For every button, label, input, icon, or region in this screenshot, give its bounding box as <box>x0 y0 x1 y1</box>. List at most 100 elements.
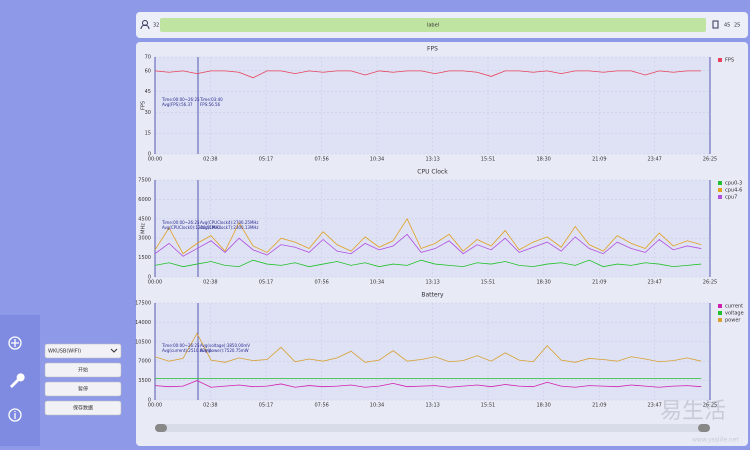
legend-label: cpu7 <box>725 195 737 201</box>
x-tick-label: 05:17 <box>259 157 273 163</box>
x-tick-label: 18:30 <box>536 403 550 409</box>
y-tick-label: 10500 <box>135 339 151 345</box>
save-icon[interactable] <box>712 20 719 29</box>
series-line <box>154 259 702 268</box>
x-tick-label: 10:34 <box>370 403 384 409</box>
user-icon <box>140 24 150 30</box>
x-tick-label: 00:00 <box>148 403 162 409</box>
x-tick-label: 26:25 <box>703 157 717 163</box>
x-tick-label: 21:09 <box>592 157 606 163</box>
watermark: 易生活 <box>660 399 726 424</box>
x-tick-label: 07:56 <box>314 403 328 409</box>
x-tick-label: 18:30 <box>536 157 550 163</box>
x-tick-label: 21:09 <box>592 403 606 409</box>
annotation: Time:03:40 <box>199 97 223 102</box>
x-tick-label: 00:00 <box>148 280 162 286</box>
legend-swatch <box>718 318 722 322</box>
y-tick-label: 1500 <box>138 255 151 261</box>
y-axis-label: FPS <box>141 101 147 110</box>
x-tick-label: 23:47 <box>647 403 661 409</box>
annotation: FPS:56.56 <box>200 102 221 107</box>
y-tick-label: 14000 <box>135 320 151 326</box>
x-tick-label: 02:38 <box>203 403 217 409</box>
chart-title: Battery <box>421 292 444 299</box>
chart-title: CPU Clock <box>417 169 448 176</box>
y-tick-label: 70 <box>145 55 151 61</box>
x-tick-label: 10:34 <box>370 157 384 163</box>
x-tick-label: 07:56 <box>314 280 328 286</box>
annotation: Avg(current):2510.00mA <box>162 348 212 353</box>
x-tick-label: 10:34 <box>370 280 384 286</box>
x-tick-label: 02:38 <box>203 157 217 163</box>
y-tick-label: 3500 <box>138 378 151 384</box>
series-line <box>154 332 702 363</box>
tool-icon[interactable] <box>10 373 25 388</box>
x-tick-label: 13:13 <box>425 157 439 163</box>
annotation: Avg(CPUClock0):1220.51MHz <box>162 225 221 230</box>
info-icon[interactable] <box>8 408 22 422</box>
x-tick-label: 15:51 <box>481 280 495 286</box>
scrollbar[interactable] <box>155 424 710 432</box>
annotation: Avg(voltage):3850.00mV <box>200 343 250 348</box>
x-tick-label: 07:56 <box>314 157 328 163</box>
y-tick-label: 4500 <box>138 216 151 222</box>
button-text: 暂停 <box>78 386 88 393</box>
x-tick-label: 15:51 <box>481 157 495 163</box>
legend-label: voltage <box>725 311 744 317</box>
top-right-text: 45 <box>724 23 730 29</box>
annotation: Avg(CPUClock7):2300.13MHz <box>200 225 259 230</box>
legend-swatch <box>718 181 722 185</box>
legend-label: cpu4-6 <box>725 188 742 194</box>
y-axis-label: MHz <box>141 223 147 234</box>
x-tick-label: 26:25 <box>703 280 717 286</box>
dropdown-arrow <box>110 348 118 353</box>
add-icon[interactable] <box>8 336 22 350</box>
watermark-url: www.ysslife.net <box>692 437 739 444</box>
series-line <box>154 233 702 257</box>
x-tick-label: 15:51 <box>481 403 495 409</box>
save-button[interactable] <box>44 400 122 416</box>
series-line <box>154 217 702 255</box>
x-tick-label: 13:13 <box>425 403 439 409</box>
legend-label: current <box>725 304 743 310</box>
annotation: Avg(FPS):56.37 <box>162 102 193 107</box>
y-tick-label: 7000 <box>138 359 151 365</box>
y-tick-label: 30 <box>145 110 151 116</box>
x-tick-label: 23:47 <box>647 157 661 163</box>
y-tick-label: 3000 <box>138 236 151 242</box>
label-text: label <box>427 23 439 29</box>
pause-button[interactable] <box>44 381 122 397</box>
x-tick-label: 02:38 <box>203 280 217 286</box>
legend-label: power <box>725 318 741 324</box>
y-tick-label: 0 <box>148 398 151 404</box>
y-tick-label: 7500 <box>138 178 151 184</box>
legend-swatch <box>718 188 722 192</box>
y-tick-label: 60 <box>145 68 151 74</box>
x-tick-label: 05:17 <box>259 280 273 286</box>
x-tick-label: 05:17 <box>259 403 273 409</box>
start-button[interactable] <box>44 362 122 378</box>
y-tick-label: 17500 <box>135 301 151 307</box>
legend-swatch <box>718 304 722 308</box>
y-tick-label: 45 <box>145 89 151 95</box>
top-right-text: 25 <box>734 23 740 29</box>
button-text: 开始 <box>78 367 88 374</box>
legend-swatch <box>718 195 722 199</box>
scroll-handle[interactable] <box>698 424 710 432</box>
legend-label: FPS <box>725 58 734 64</box>
annotation: Time:00:00~26:25 <box>161 220 200 225</box>
chart-title: FPS <box>427 46 438 53</box>
x-tick-label: 18:30 <box>536 280 550 286</box>
device-dropdown[interactable] <box>44 343 122 359</box>
legend-swatch <box>718 311 722 315</box>
dropdown-text: WKUSB(WIFI) <box>48 349 81 355</box>
y-tick-label: 0 <box>148 152 151 158</box>
annotation: Avg(power):7520.75mW <box>200 348 249 353</box>
x-tick-label: 13:13 <box>425 280 439 286</box>
series-line <box>154 70 702 79</box>
legend-label: cpu0-3 <box>725 181 742 187</box>
scroll-handle[interactable] <box>155 424 167 432</box>
x-tick-label: 21:09 <box>592 280 606 286</box>
x-tick-label: 00:00 <box>148 157 162 163</box>
